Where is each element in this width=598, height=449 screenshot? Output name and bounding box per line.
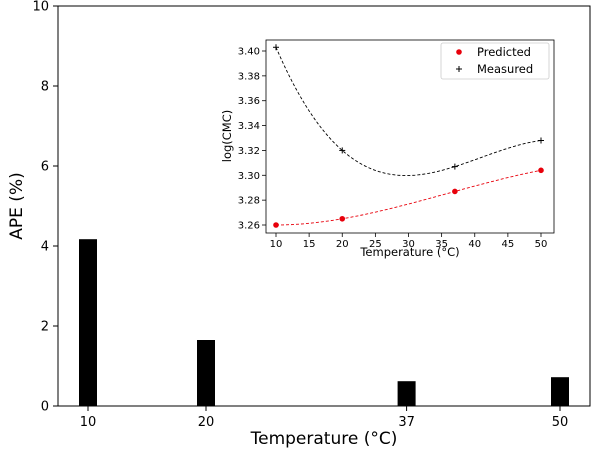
main-x-axis-label: Temperature (°C) <box>250 429 398 449</box>
x-tick-label: 50 <box>552 415 569 430</box>
inset-y-ticks: 3.26 3.28 3.30 3.32 3.34 3.36 3.38 3.40 <box>238 47 266 232</box>
inset-scatter-chart: 3.26 3.28 3.30 3.32 3.34 3.36 3.38 3.40 10 15 20 2… <box>220 39 555 259</box>
point-predicted <box>452 188 458 195</box>
bar-20 <box>197 340 215 406</box>
bar-37 <box>397 381 416 406</box>
legend-measured-label: Measured <box>477 62 533 76</box>
main-y-axis-label: APE (%) <box>7 172 27 239</box>
point-measured <box>451 163 458 170</box>
x-tick-label: 20 <box>198 415 215 430</box>
fit-curve-measured <box>275 47 542 177</box>
bar-50 <box>551 377 569 406</box>
main-y-ticks: 0 2 4 6 8 10 <box>32 0 58 415</box>
legend-predicted-label: Predicted <box>477 45 531 59</box>
inset-x-axis-label: Temperature (°C) <box>359 245 459 259</box>
fit-curve-predicted <box>275 169 542 226</box>
y-tick-label: 10 <box>32 0 49 15</box>
point-predicted <box>538 167 544 174</box>
inset-y-tick-label: 3.40 <box>238 47 260 58</box>
inset-x-tick-label: 15 <box>303 239 316 250</box>
y-tick-label: 2 <box>41 320 49 335</box>
inset-y-tick-label: 3.28 <box>238 196 260 207</box>
inset-x-ticks: 10 15 20 25 30 35 40 45 50 <box>270 233 548 250</box>
inset-x-tick-label: 30 <box>402 239 415 250</box>
legend-box <box>440 42 550 80</box>
inset-x-tick-label: 35 <box>435 239 448 250</box>
inset-y-tick-label: 3.30 <box>238 171 260 182</box>
main-bars <box>79 239 569 406</box>
point-measured <box>538 137 544 144</box>
legend-measured-marker <box>456 66 462 72</box>
inset-y-tick-label: 3.34 <box>238 121 260 132</box>
inset-y-tick-label: 3.36 <box>238 96 260 107</box>
inset-y-tick-label: 3.38 <box>238 71 260 82</box>
inset-fit-curves <box>275 47 542 226</box>
point-measured <box>273 44 279 51</box>
main-plot-frame <box>57 5 591 407</box>
inset-x-tick-label: 25 <box>369 239 382 250</box>
point-measured <box>339 147 346 154</box>
inset-points <box>273 44 544 228</box>
point-predicted <box>339 215 346 222</box>
x-tick-label: 10 <box>80 415 97 430</box>
y-tick-label: 0 <box>41 400 49 415</box>
inset-y-tick-label: 3.32 <box>238 146 260 157</box>
point-predicted <box>273 222 279 228</box>
main-x-ticks: 10 20 37 50 <box>80 406 569 430</box>
inset-legend: Predicted Measured <box>440 42 550 80</box>
y-tick-label: 6 <box>41 160 49 175</box>
inset-y-tick-label: 3.26 <box>238 221 260 232</box>
inset-x-tick-label: 20 <box>336 239 349 250</box>
inset-x-tick-label: 40 <box>468 239 481 250</box>
inset-x-tick-label: 50 <box>535 239 548 250</box>
bar-10 <box>79 239 97 406</box>
inset-x-tick-label: 45 <box>502 239 515 250</box>
y-tick-label: 8 <box>41 80 49 95</box>
legend-predicted-marker <box>456 49 462 55</box>
inset-x-tick-label: 10 <box>270 239 283 250</box>
x-tick-label: 37 <box>398 415 415 430</box>
inset-y-axis-label: log(CMC) <box>220 110 234 163</box>
y-tick-label: 4 <box>41 240 49 255</box>
